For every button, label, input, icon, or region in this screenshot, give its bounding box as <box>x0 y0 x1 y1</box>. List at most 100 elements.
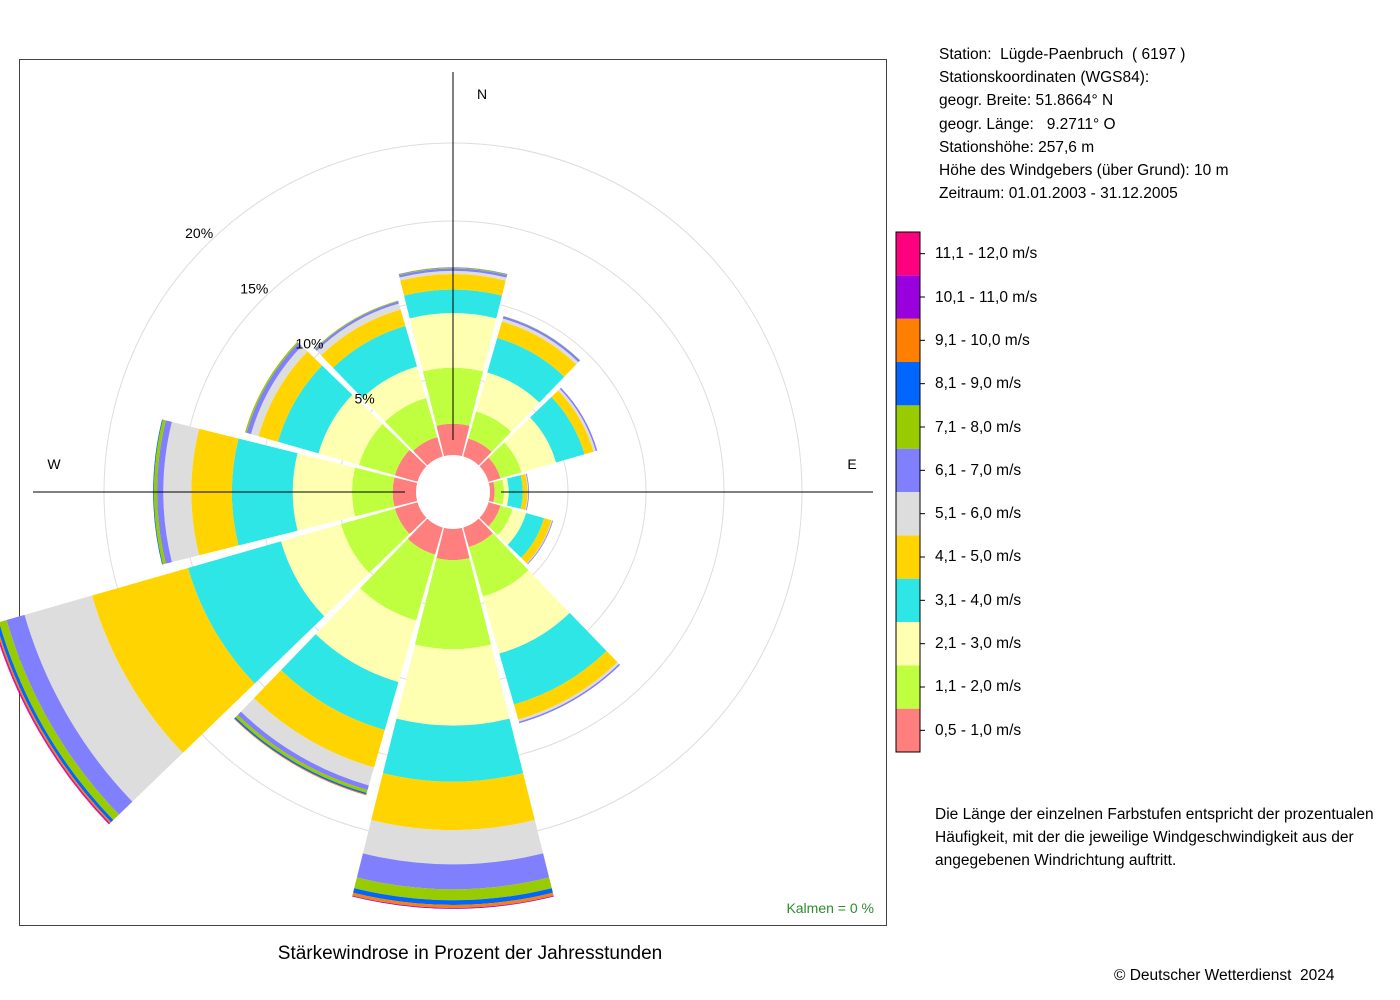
segment-240-class-1 <box>340 508 410 573</box>
direction-label-north: N <box>477 86 487 102</box>
direction-label-east: E <box>847 456 856 472</box>
segment-120-class-4 <box>521 518 552 564</box>
segment-120-class-0 <box>479 502 501 527</box>
segment-300-class-2 <box>318 394 383 466</box>
segment-300-class-6 <box>246 342 302 435</box>
segment-150-class-2 <box>482 570 570 654</box>
legend-frame <box>895 231 921 753</box>
segment-240-class-2 <box>280 524 370 617</box>
time-period: Zeitraum: 01.01.2003 - 31.12.2005 <box>939 185 1178 202</box>
chart-caption: Stärkewindrose in Prozent der Jahresstun… <box>277 943 663 964</box>
sector-120 <box>479 502 554 565</box>
segment-0-class-7 <box>398 267 508 276</box>
segment-150-class-1 <box>468 533 529 597</box>
legend-label-10: 10,1 - 11,0 m/s <box>935 289 1038 306</box>
station-name: Station: Lügde-Paenbruch ( 6197 ) <box>939 46 1186 63</box>
ring-label-10: 10% <box>295 335 323 351</box>
legend-swatch-11 <box>896 232 920 276</box>
segment-90-class-5 <box>525 473 529 511</box>
sector-60 <box>479 387 598 482</box>
legend-label-2: 2,1 - 3,0 m/s <box>935 635 1022 652</box>
segment-60-class-0 <box>479 457 501 482</box>
legend-swatch-4 <box>896 535 920 579</box>
segment-60-class-2 <box>504 417 557 473</box>
legend-label-6: 6,1 - 7,0 m/s <box>935 462 1022 479</box>
sector-300 <box>244 341 427 482</box>
segment-210-class-0 <box>407 518 443 555</box>
legend-label-3: 3,1 - 4,0 m/s <box>935 592 1022 609</box>
sector-210 <box>233 518 443 796</box>
segment-240-class-7 <box>0 620 119 821</box>
segment-180-class-0 <box>436 527 470 561</box>
segment-180-class-2 <box>396 644 510 726</box>
segment-120-class-1 <box>488 505 513 536</box>
legend-swatch-0 <box>896 708 920 752</box>
segment-300-class-4 <box>258 351 323 442</box>
sector-240 <box>0 502 427 825</box>
ring-label-15: 15% <box>240 280 268 296</box>
legend-swatch-2 <box>896 622 920 666</box>
segment-60-class-5 <box>558 388 596 452</box>
segment-270-class-7 <box>153 419 166 565</box>
station-latitude: geogr. Breite: 51.8664° N <box>939 92 1114 109</box>
segment-0-class-9 <box>398 267 508 275</box>
segment-30-class-3 <box>487 337 565 403</box>
segment-180-class-4 <box>371 773 535 831</box>
segment-330-class-5 <box>316 303 401 356</box>
station-longitude: geogr. Länge: 9.2711° O <box>939 116 1116 133</box>
segment-90-class-6 <box>525 473 530 511</box>
segment-240-class-5 <box>24 595 183 802</box>
segment-300-class-3 <box>277 365 353 454</box>
segment-90-class-0 <box>488 481 495 503</box>
note-line-3: angegebenen Windrichtung auftritt. <box>935 852 1177 869</box>
wind-sectors <box>0 267 621 909</box>
station-coords-heading: Stationskoordinaten (WGS84): <box>939 69 1150 86</box>
copyright-notice: © Deutscher Wetterdienst 2024 <box>1114 967 1335 984</box>
segment-240-class-4 <box>92 567 255 753</box>
legend-label-1: 1,1 - 2,0 m/s <box>935 678 1022 695</box>
legend-label-5: 5,1 - 6,0 m/s <box>935 505 1022 522</box>
segment-180-class-3 <box>382 718 524 782</box>
segment-240-class-0 <box>394 502 427 534</box>
segment-300-class-0 <box>394 450 427 482</box>
segment-330-class-3 <box>333 325 418 399</box>
segment-150-class-4 <box>513 651 618 720</box>
legend-label-4: 4,1 - 5,0 m/s <box>935 548 1022 565</box>
segment-180-class-10 <box>352 895 554 909</box>
legend-swatch-9 <box>896 318 920 362</box>
segment-0-class-8 <box>398 267 508 275</box>
segment-120-class-2 <box>497 509 527 545</box>
segment-210-class-5 <box>240 698 375 786</box>
legend-swatch-6 <box>896 448 920 492</box>
segment-120-class-3 <box>507 512 545 558</box>
segment-210-class-4 <box>253 670 385 768</box>
legend-swatch-7 <box>896 405 920 449</box>
ring-label-5: 5% <box>354 391 374 407</box>
segment-210-class-6 <box>237 711 369 790</box>
segment-180-class-6 <box>356 853 550 890</box>
segment-180-class-5 <box>362 820 544 865</box>
legend-label-9: 9,1 - 10,0 m/s <box>935 332 1030 349</box>
segment-300-class-5 <box>250 346 308 437</box>
anemometer-height: Höhe des Windgebers (über Grund): 10 m <box>939 162 1229 179</box>
legend-label-8: 8,1 - 9,0 m/s <box>935 375 1022 392</box>
segment-300-class-1 <box>358 424 410 476</box>
segment-330-class-1 <box>385 397 438 451</box>
segment-150-class-0 <box>463 518 493 548</box>
direction-label-west: W <box>47 456 61 472</box>
segment-60-class-1 <box>488 442 522 479</box>
legend-label-0: 0,5 - 1,0 m/s <box>935 722 1022 739</box>
segment-240-class-6 <box>6 614 133 815</box>
ring-labels: 5% 10% 15% 20% <box>185 225 375 406</box>
segment-210-class-2 <box>315 588 417 683</box>
segment-0-class-5 <box>399 270 507 281</box>
speed-legend <box>895 231 925 753</box>
segment-150-class-3 <box>499 612 607 705</box>
sector-150 <box>463 518 621 724</box>
note-line-1: Die Länge der einzelnen Farbstufen entsp… <box>935 806 1374 823</box>
segment-30-class-0 <box>463 438 492 466</box>
calm-label: Kalmen = 0 % <box>786 900 874 916</box>
segment-180-class-7 <box>354 877 552 901</box>
segment-60-class-3 <box>530 396 585 463</box>
